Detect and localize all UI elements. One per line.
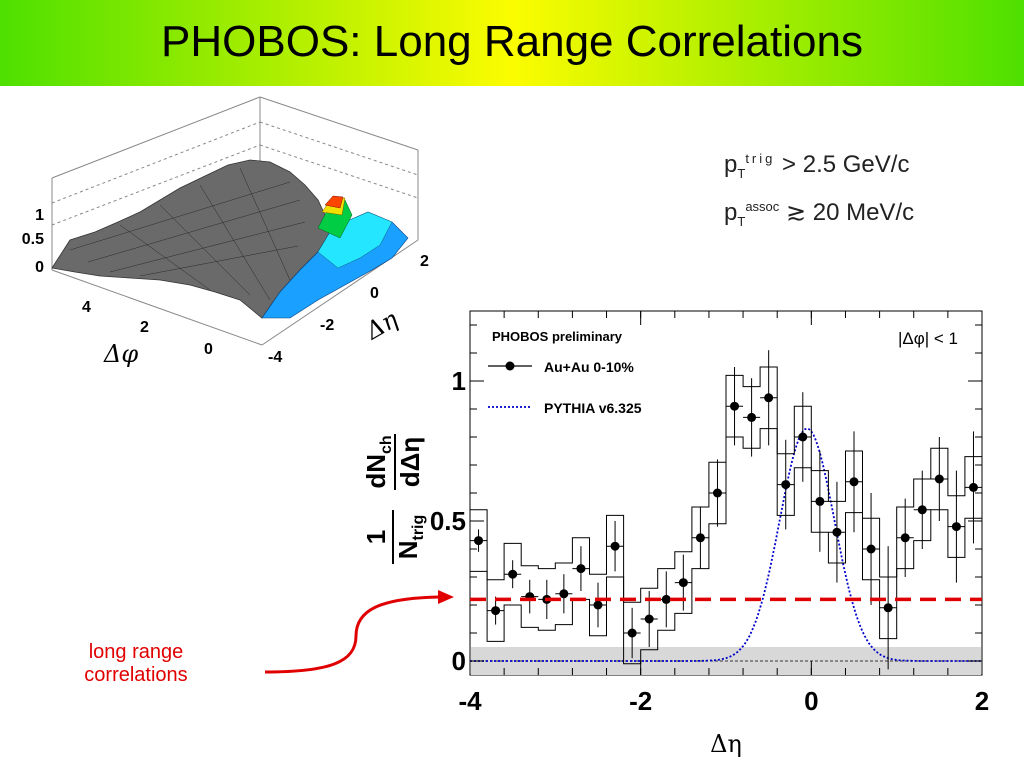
annotation-arrow [264,595,441,674]
data-point [764,393,774,403]
sys-band-upper [470,366,982,603]
ylabel-frac-den: N [393,541,423,560]
kinematic-cuts: pTtrig > 2.5 GeV/c pTassoc ≳ 20 MeV/c [724,142,914,238]
lego-z-tick-05: 0.5 [22,231,44,248]
data-point [866,544,876,554]
pt-assoc-cut: pTassoc ≳ 20 MeV/c [724,198,915,229]
data-point [627,628,637,638]
ylabel-frac-num: 1 [361,530,391,544]
svg-text:Ntrig: Ntrig [393,515,427,560]
x-tick-label: -4 [458,686,482,716]
pt-trig-cut: pTtrig > 2.5 GeV/c [724,151,910,181]
data-point [934,474,944,484]
ylabel-num: dN [361,454,391,489]
cut-label: |Δφ| < 1 [898,329,958,348]
lego-eta-tick-m4: -4 [268,349,282,366]
lego-mesh [69,167,306,301]
lego-z-tick-0: 0 [35,259,44,276]
preliminary-label: PHOBOS preliminary [492,329,623,344]
lego-phi-tick-2: 2 [140,319,149,336]
sys-band-lower [470,428,982,665]
data-point [798,432,808,442]
lego-peak-red [324,195,344,209]
annotation-line-1: long range [88,641,184,663]
x-tick-label: -2 [629,686,652,716]
legend-label-pythia: PYTHIA v6.325 [544,400,642,416]
ylabel-num-sub: ch [378,435,395,454]
legend-marker-auau [505,361,515,371]
data-point [576,564,586,574]
x-tick-label: 2 [975,686,989,716]
data-point [815,496,825,506]
ylabel-den: dΔη [395,437,425,487]
tick-layer: -4 -2 0 2 0 0.5 1 [430,311,989,716]
data-point [917,505,927,515]
x-tick-label: 0 [804,686,818,716]
histogram-layer [470,366,982,665]
data-point [832,527,842,537]
legend-label-auau: Au+Au 0-10% [544,359,634,375]
pythia-layer [470,427,982,662]
ylabel-frac-den-sub: trig [410,515,427,541]
data-point [849,477,859,487]
x-axis-label: Δη [710,730,742,758]
data-point [593,600,603,610]
data-point [559,589,569,599]
slide-title: PHOBOS: Long Range Correlations [161,17,863,66]
data-point [474,536,484,546]
data-point [610,541,620,551]
data-point [661,594,671,604]
data-point [678,578,688,588]
lego-phi-tick-4: 4 [82,299,91,316]
legend: Au+Au 0-10% PYTHIA v6.325 [488,359,642,416]
lego-phi-tick-0: 0 [204,341,213,358]
lego-plot: 1 0.5 0 4 2 0 2 0 -2 -4 Δφ Δη [22,96,429,368]
data-point [968,482,978,492]
data-point [951,522,961,532]
long-range-annotation: long range correlations [56,641,216,687]
lego-xlabel: Δφ [103,340,138,368]
y-tick-label: 0.5 [430,506,466,536]
points-layer [474,393,978,638]
lego-z-tick-1: 1 [35,207,44,224]
y-tick-label: 0 [452,646,466,676]
lego-eta-tick-2: 2 [420,253,429,270]
pythia-curve [470,427,982,662]
data-point [900,533,910,543]
annotation-arrowhead [438,590,454,604]
lego-box [51,96,419,346]
data-point [712,488,722,498]
data-point [747,412,757,422]
data-point [508,569,518,579]
lego-eta-tick-0: 0 [370,285,379,302]
data-point [491,606,501,616]
annotation-line-2: correlations [84,664,188,686]
lego-surface [51,159,331,319]
svg-text:dNch: dNch [361,435,395,488]
y-axis-label: 1 Ntrig dNch dΔη [361,434,427,564]
data-point [644,614,654,624]
data-point [730,401,740,411]
data-point [695,533,705,543]
data-point [883,603,893,613]
y-tick-label: 1 [452,366,466,396]
title-bar [0,0,1024,86]
data-point [781,480,791,490]
lego-eta-tick-m2: -2 [320,317,334,334]
